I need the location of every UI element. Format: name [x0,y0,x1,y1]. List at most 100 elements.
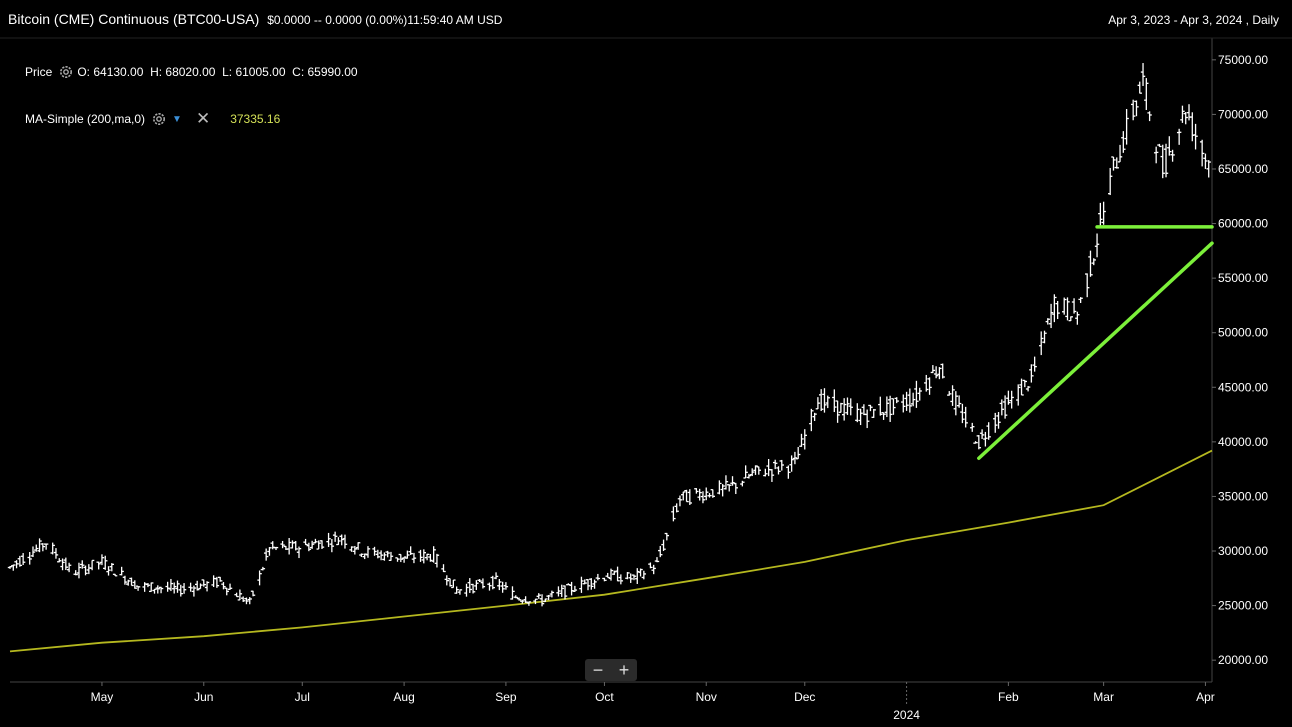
price-bar [1203,153,1208,169]
price-bar [792,451,798,465]
price-bar [418,549,423,562]
price-bar [947,391,952,396]
gear-icon[interactable] [58,64,74,80]
price-bar [135,585,141,591]
price-bar [1042,330,1047,344]
price-bar [608,568,614,581]
price-bar [73,570,78,576]
price-bar [779,459,784,471]
price-bar [595,573,601,581]
price-bar [674,503,679,513]
price-bar [549,590,555,598]
y-tick-label: 55000.00 [1218,271,1268,285]
y-tick-label: 40000.00 [1218,435,1268,449]
price-bar [927,377,932,395]
price-bar [907,388,913,413]
price-bar [267,547,272,556]
price-bar [158,586,164,594]
price-bar [365,546,371,558]
price-bar [470,583,476,594]
price-bar [385,550,390,558]
price-bar [431,546,436,563]
price-bar [201,579,206,587]
price-bar [227,583,233,590]
price-bar [401,556,407,563]
price-bar [582,579,587,585]
price-bar [740,480,745,487]
date-range[interactable]: Apr 3, 2023 - Apr 3, 2024 , Daily [1108,13,1279,27]
price-bar [309,540,315,549]
price-bar [53,548,59,559]
price-bar [290,540,295,549]
price-bar [319,540,325,549]
price-bar [704,487,709,501]
price-bar [546,594,551,601]
price-bar [398,553,404,563]
price-bar [612,570,617,575]
support-trendline [977,241,1214,460]
price-bar [710,489,716,498]
price-bar [145,583,151,588]
price-bar [14,560,19,569]
price-bar [1121,131,1126,153]
price-bar [349,546,354,552]
price-bar [1025,386,1031,392]
price-bar [1101,201,1106,225]
price-bar [188,582,193,592]
price-bar [835,400,840,423]
price-bar [993,412,998,433]
price-bar [1029,364,1034,383]
price-bar [1022,379,1028,388]
price-bar [7,566,13,569]
price-bar [142,582,147,592]
price-bar [1157,143,1162,148]
price-bar [214,576,220,588]
price-bar [986,422,991,440]
zoom-out-icon[interactable]: − [592,660,604,680]
close-icon[interactable]: ✕ [195,109,211,128]
price-bar [628,573,633,583]
price-bar [1002,395,1008,419]
price-bar [378,550,384,561]
price-bar [1032,356,1037,372]
y-tick-label: 50000.00 [1218,326,1268,340]
price-bar [871,408,876,418]
price-bar [211,575,216,588]
price-bar [891,398,896,415]
price-bar [280,540,285,549]
price-bar [260,566,266,571]
price-bar [664,532,670,541]
price-bar [809,408,814,432]
price-bar [1147,111,1152,122]
price-bar [1039,331,1044,356]
price-bar [723,475,729,490]
price-bar [204,581,210,592]
price-bar [1085,273,1090,298]
zoom-in-icon[interactable]: + [618,660,630,680]
y-axis: 75000.00 70000.00 65000.00 60000.00 55000.00… [1212,53,1268,667]
y-tick-label: 45000.00 [1218,380,1268,394]
price-bar [776,466,781,475]
gear-icon[interactable] [151,111,167,127]
x-axis: May Jun Jul Aug Sep Oct Nov Dec Feb Mar Apr 2024 [91,682,1215,722]
price-bar [855,403,860,423]
price-bar [34,544,39,552]
price-bar [894,397,899,404]
price-bar [684,489,689,503]
price-bar [1019,378,1024,396]
price-bar [1088,250,1093,277]
price-bar [1048,303,1054,329]
price-bar [917,387,922,401]
price-bar [464,583,469,597]
price-bar [1006,390,1011,405]
price-bar [677,495,683,507]
price-bar [86,564,92,575]
price-bar [727,484,732,492]
price-bar [132,580,137,589]
price-bar [487,582,492,591]
chart-header: Bitcoin (CME) Continuous (BTC00-USA) $0.… [0,0,1292,38]
price-bar [769,469,775,482]
chevron-down-icon[interactable]: ▼ [172,113,182,125]
price-bar [864,409,870,429]
